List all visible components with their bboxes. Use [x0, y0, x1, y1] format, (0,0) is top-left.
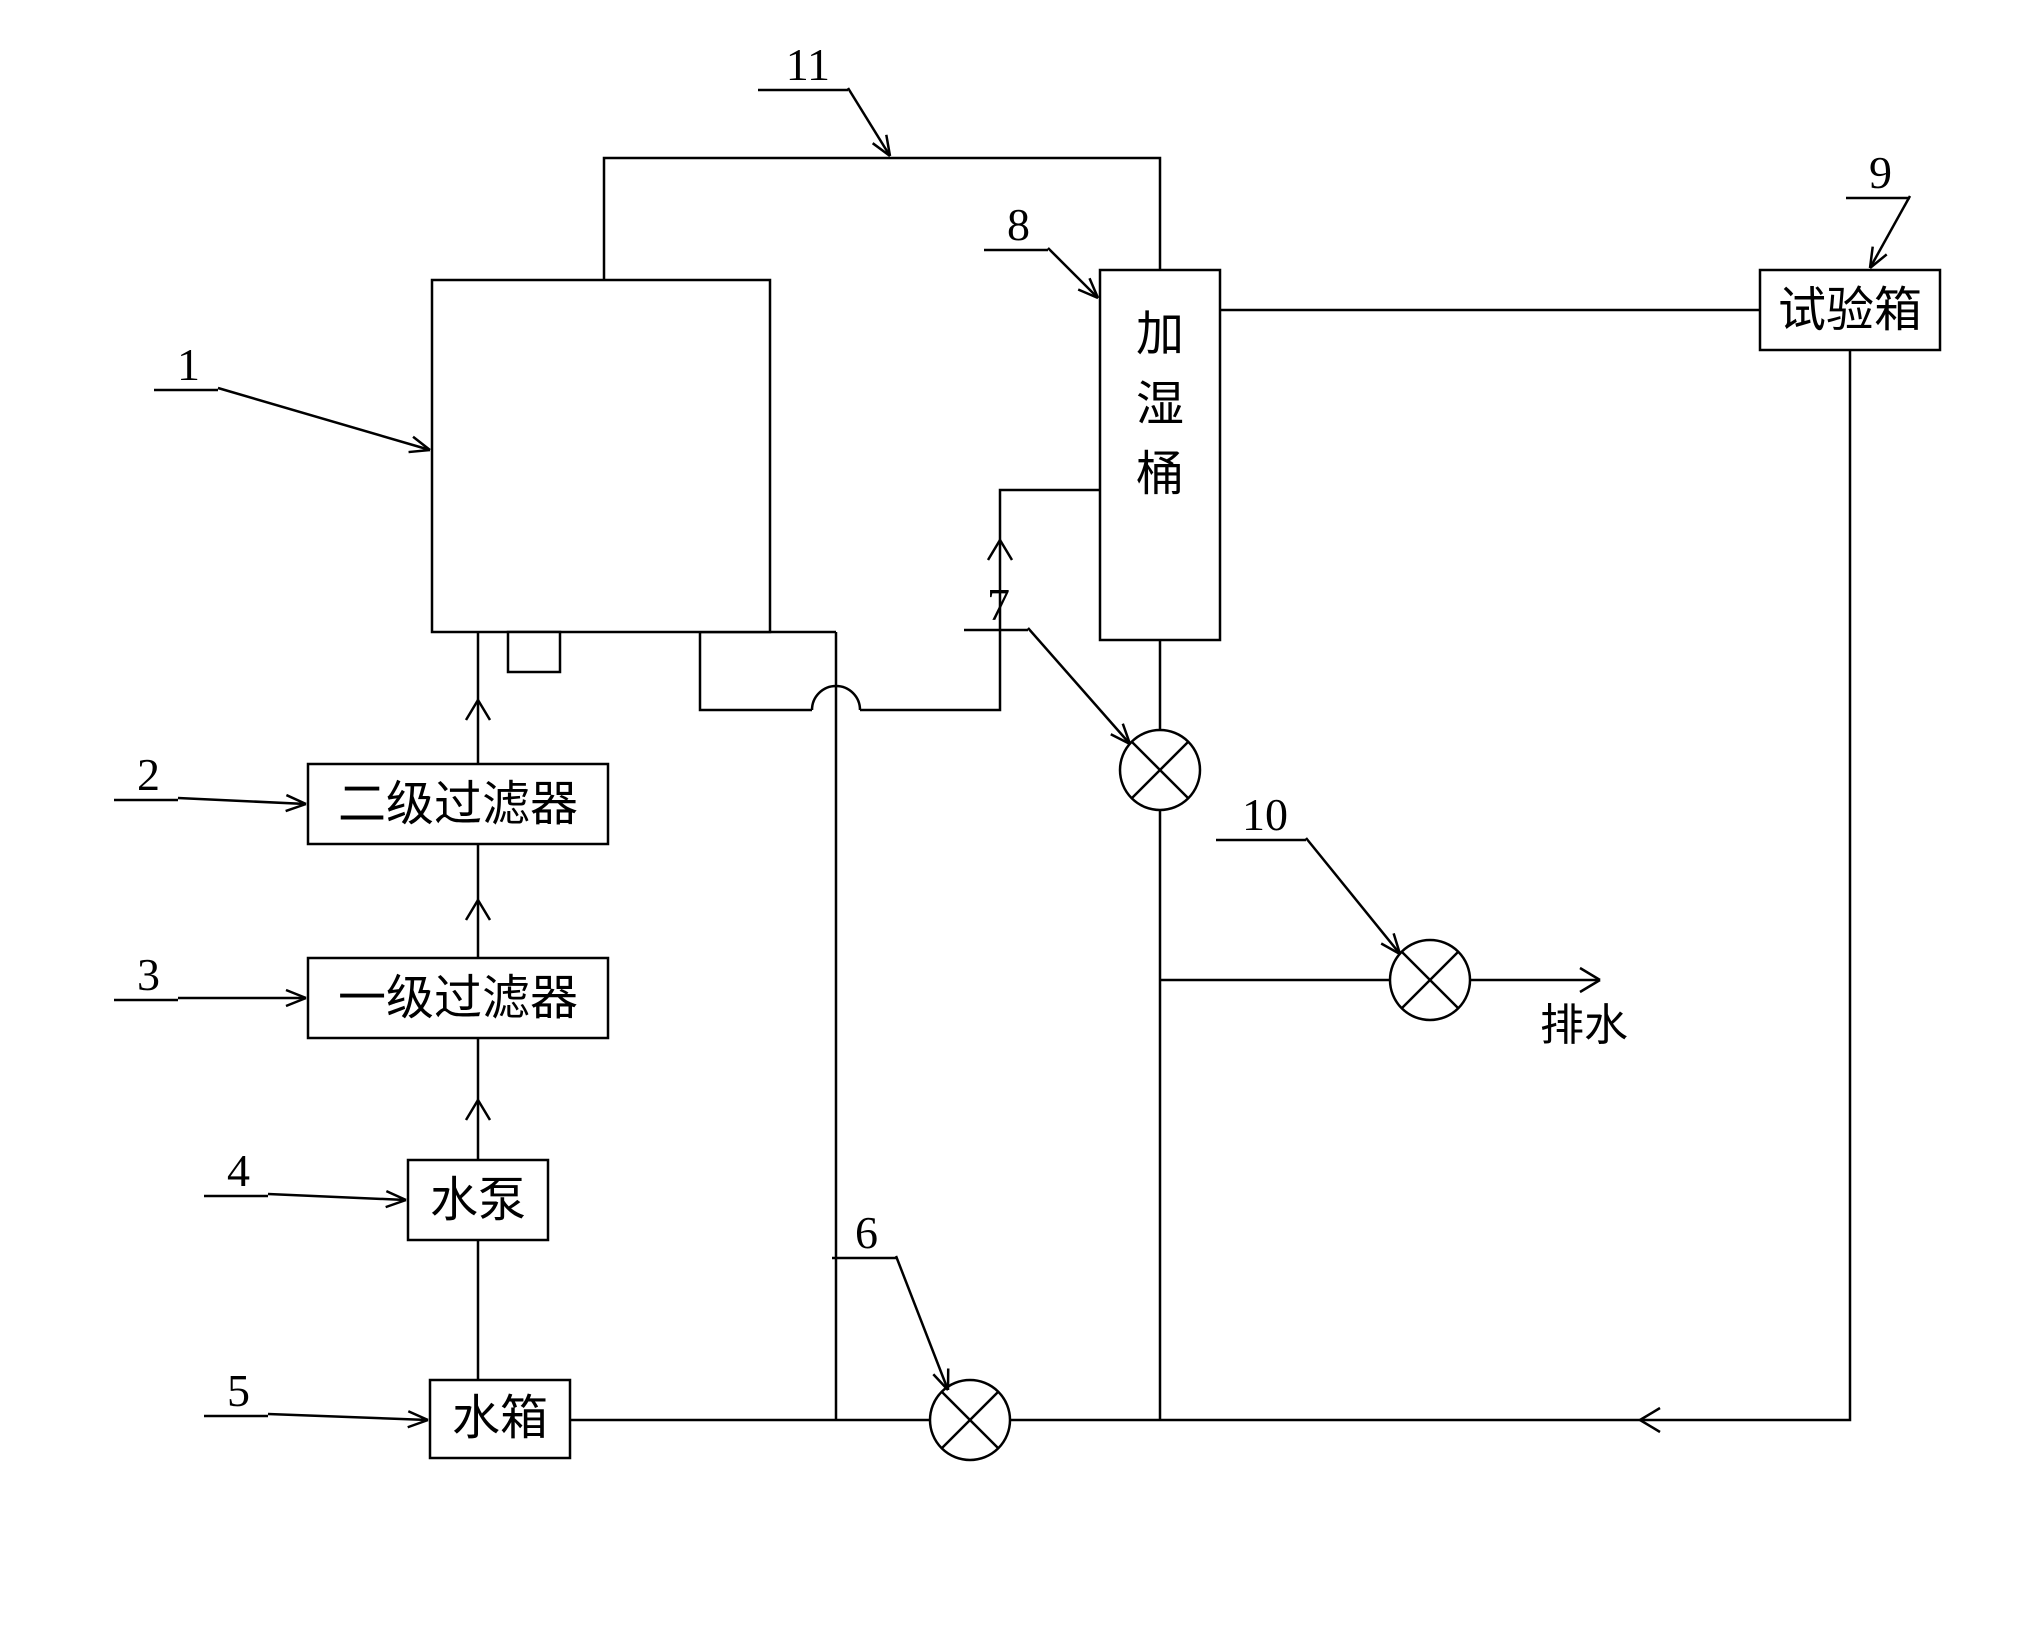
pointer-num-7: 7 [987, 579, 1010, 630]
valve-10 [1390, 940, 1470, 1020]
pointer-line-8 [1048, 248, 1098, 298]
humidifier-label-3: 桶 [1136, 448, 1184, 501]
pump-label: 水泵 [430, 1174, 526, 1227]
pointer-line-10 [1306, 838, 1400, 954]
pointer-num-3: 3 [137, 949, 160, 1000]
testbox-label: 试验箱 [1778, 284, 1922, 337]
pointer-num-11: 11 [786, 39, 830, 90]
pointer-num-4: 4 [227, 1145, 250, 1196]
filter-3-label: 一级过滤器 [338, 972, 578, 1025]
filter-2-label: 二级过滤器 [338, 778, 578, 831]
humidifier-label-1: 加 [1136, 308, 1184, 361]
component-1-sub [508, 632, 560, 672]
pointer-num-9: 9 [1869, 147, 1892, 198]
pointer-line-1 [218, 388, 430, 450]
humidifier-label-2: 湿 [1136, 378, 1184, 431]
pointer-line-2 [178, 798, 306, 804]
pointer-line-6 [896, 1256, 948, 1390]
tank-label: 水箱 [452, 1392, 548, 1445]
pointer-line-7 [1028, 628, 1130, 744]
pointer-num-2: 2 [137, 749, 160, 800]
pointer-num-10: 10 [1242, 789, 1288, 840]
valve-7 [1120, 730, 1200, 810]
valve-6 [930, 1380, 1010, 1460]
pointer-num-5: 5 [227, 1365, 250, 1416]
pointer-line-9 [1870, 196, 1910, 268]
pipe-c1-to-humidifier-b [860, 490, 1100, 710]
component-1 [432, 280, 770, 632]
pointer-line-11 [848, 88, 890, 156]
drain-label: 排水 [1540, 1001, 1628, 1050]
pointer-num-6: 6 [855, 1207, 878, 1258]
pointer-line-4 [268, 1194, 406, 1200]
pointer-line-5 [268, 1414, 428, 1420]
pipe-11 [604, 158, 1160, 280]
pointer-num-1: 1 [177, 339, 200, 390]
pointer-num-8: 8 [1007, 199, 1030, 250]
pipe-c1-to-humidifier-a [700, 632, 812, 710]
